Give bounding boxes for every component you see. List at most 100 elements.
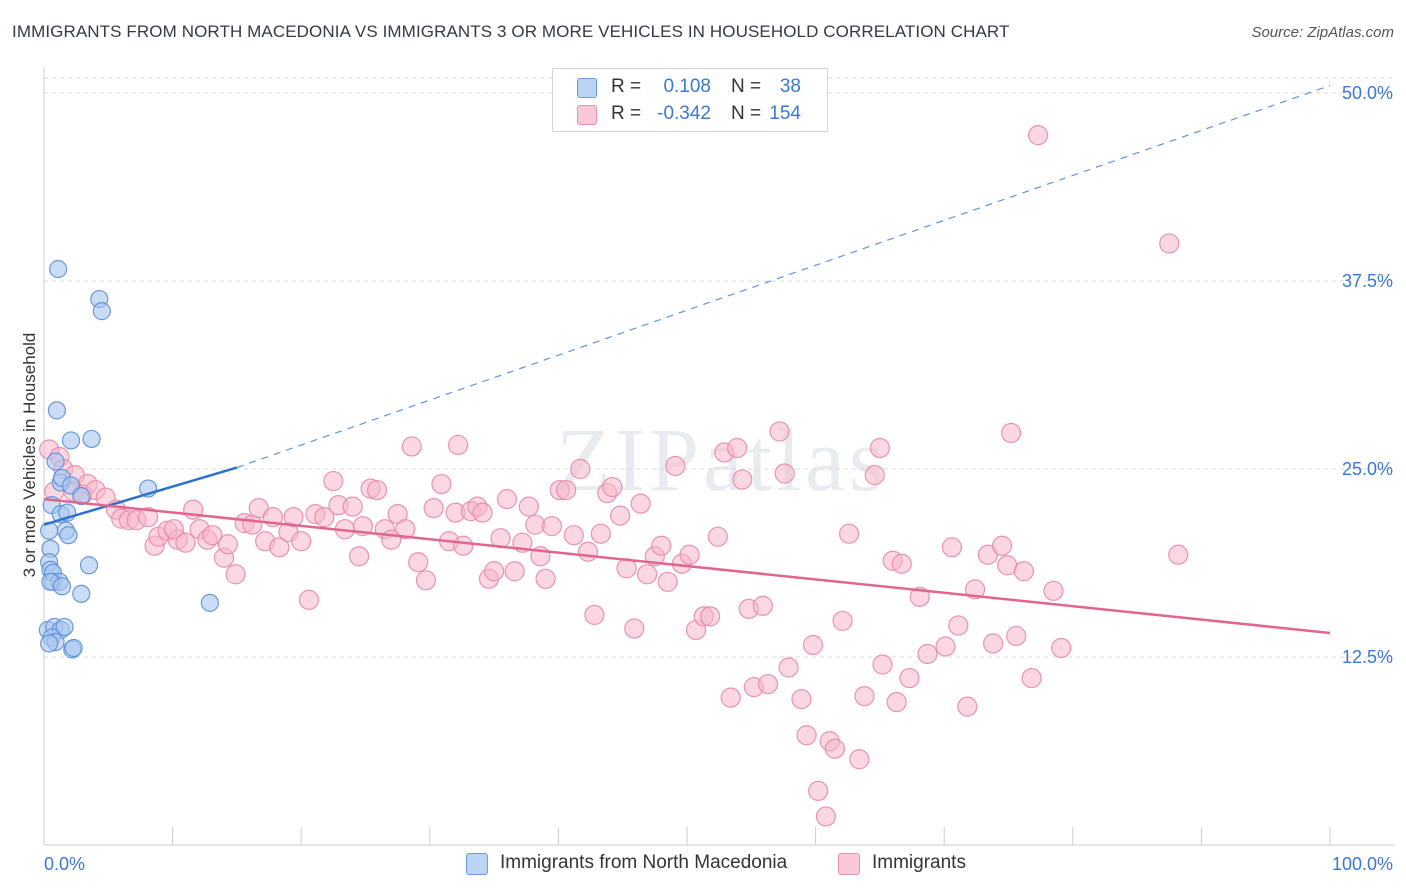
data-point-immigrants [541,516,563,537]
data-point-immigrants [484,561,505,582]
data-point-immigrants [248,498,269,519]
data-point-immigrants [447,434,469,456]
data-point-immigrants [602,476,623,498]
data-point-north-macedonia [47,401,66,420]
data-point-immigrants [964,579,986,600]
data-point-immigrants [590,523,611,544]
data-point-immigrants [757,673,779,695]
data-point-immigrants [891,553,912,574]
data-point-immigrants [774,463,795,484]
legend-swatch-pink [577,105,597,125]
legend-swatch-pink [838,853,860,875]
n-label: N = [731,103,762,124]
data-point-immigrants [175,532,196,553]
data-point-immigrants [314,507,335,528]
y-tick-label: 12.5% [1342,647,1393,667]
data-point-north-macedonia [61,431,81,450]
data-point-immigrants [269,537,290,558]
north-macedonia-points [38,259,219,659]
data-point-immigrants [1006,625,1027,647]
data-point-immigrants [778,657,799,678]
data-point-immigrants [796,725,817,746]
data-point-immigrants [624,618,645,639]
data-point-immigrants [899,667,920,689]
data-point-immigrants [535,568,556,589]
data-point-immigrants [323,470,344,492]
data-point-north-macedonia [64,638,83,658]
data-point-immigrants [291,531,312,552]
data-point-immigrants [948,615,969,636]
data-point-immigrants [401,436,422,457]
data-point-immigrants [298,589,320,610]
data-point-immigrants [563,525,584,546]
data-point-immigrants [957,696,978,717]
data-point-immigrants [679,544,700,565]
r-label: R = [611,76,642,97]
data-point-north-macedonia [59,526,78,545]
data-point-immigrants [453,535,474,556]
data-point-immigrants [909,586,930,607]
data-point-immigrants [657,571,678,592]
data-point-immigrants [752,595,773,616]
trend-line-immigrants [43,497,1331,635]
data-point-north-macedonia [82,429,101,449]
x-tick-label: 0.0% [44,854,85,874]
data-point-immigrants [138,507,159,528]
data-point-immigrants [630,493,651,514]
n-value: 38 [779,76,801,97]
data-point-north-macedonia [72,584,91,603]
data-point-immigrants [610,505,631,526]
data-point-north-macedonia [40,521,59,540]
data-point-immigrants [1027,125,1049,146]
tick-labels: 12.5% 25.0% 37.5% 50.0% 0.0% 100.0% [44,83,1393,874]
data-point-immigrants [720,687,741,708]
data-point-immigrants [570,458,591,480]
data-point-immigrants [732,469,753,490]
data-point-immigrants [283,507,304,528]
data-point-immigrants [408,552,429,573]
legend-row-immigrants: R = -0.342 N = 154 [553,101,827,127]
n-value: 154 [769,103,801,124]
data-point-immigrants [808,780,829,801]
data-point-immigrants [869,437,891,459]
data-point-immigrants [1051,637,1072,659]
data-point-immigrants [815,806,836,827]
data-point-north-macedonia [92,302,111,321]
data-point-immigrants [637,564,658,585]
data-point-immigrants [1159,233,1180,254]
data-point-immigrants [431,473,452,495]
data-point-immigrants [1013,561,1035,582]
n-label: N = [731,76,762,97]
data-point-immigrants [415,570,437,591]
data-point-immigrants [342,496,363,517]
data-point-north-macedonia [46,452,65,471]
r-label: R = [611,103,642,124]
chart-title: IMMIGRANTS FROM NORTH MACEDONIA VS IMMIG… [12,22,1010,41]
data-point-immigrants [854,686,875,707]
data-point-north-macedonia [79,556,99,575]
data-point-north-macedonia [72,486,91,506]
data-point-immigrants [832,610,853,632]
data-point-immigrants [1000,422,1022,444]
data-point-north-macedonia [49,259,68,279]
data-point-immigrants [348,546,370,567]
y-tick-label: 37.5% [1342,271,1393,291]
data-point-immigrants [423,498,444,519]
r-value: -0.342 [657,103,711,124]
trend-line-north-macedonia [43,466,238,526]
y-tick-label: 25.0% [1342,459,1393,479]
data-point-immigrants [665,455,686,477]
data-point-north-macedonia [55,617,74,637]
data-point-north-macedonia [200,593,219,612]
data-point-immigrants [366,479,388,501]
data-point-immigrants [518,496,539,517]
data-point-immigrants [872,654,893,675]
data-point-immigrants [163,519,184,540]
data-point-north-macedonia [40,634,59,653]
data-point-immigrants [1168,544,1189,565]
data-point-immigrants [849,749,870,770]
data-point-north-macedonia [52,577,72,596]
data-point-immigrants [584,604,605,626]
x-tick-label: 100.0% [1332,854,1393,874]
data-point-immigrants [1021,667,1042,689]
